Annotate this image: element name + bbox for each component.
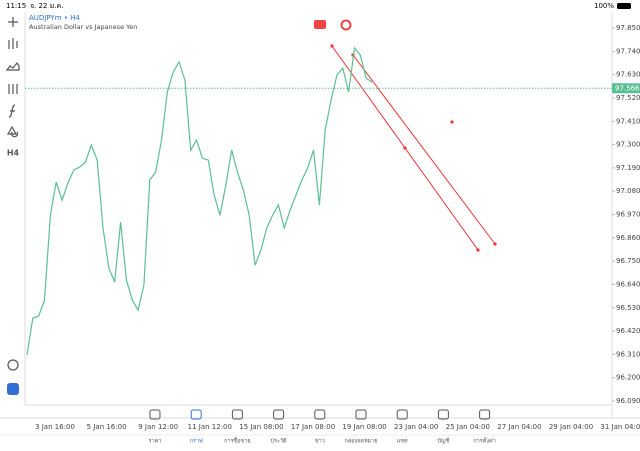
nav-icon[interactable] — [396, 409, 408, 420]
y-tick-label: 96.530 — [616, 304, 640, 312]
x-tick-label: 9 Jan 12:00 — [138, 423, 178, 431]
crosshair-tool[interactable] — [8, 17, 18, 27]
symbol-description: Australian Dollar vs Japanese Yen — [29, 23, 137, 31]
trend-point — [330, 44, 334, 48]
nav-icon[interactable] — [190, 409, 202, 420]
y-tick-label: 97.740 — [616, 47, 640, 55]
y-tick-label: 96.420 — [616, 327, 640, 335]
x-tick-label: 27 Jan 04:00 — [497, 423, 541, 431]
trend-point — [450, 120, 454, 124]
current-price-label: 97.566 — [615, 84, 640, 92]
y-tick-label: 96.640 — [616, 280, 640, 288]
x-tick-label: 29 Jan 04:00 — [549, 423, 593, 431]
trend-point — [476, 248, 480, 252]
y-tick-label: 96.090 — [616, 397, 640, 405]
y-tick-label: 97.190 — [616, 164, 640, 172]
y-tick-label: 97.520 — [616, 94, 640, 102]
objects-tool[interactable] — [8, 84, 18, 94]
x-tick-label: 15 Jan 08:00 — [239, 423, 283, 431]
y-tick-label: 96.860 — [616, 234, 640, 242]
x-tick-label: 11 Jan 12:00 — [188, 423, 232, 431]
nav-icon[interactable] — [437, 409, 449, 420]
y-tick-label: 96.750 — [616, 257, 640, 265]
y-tick-label: 96.200 — [616, 374, 640, 382]
nav-icon[interactable] — [355, 409, 367, 420]
x-tick-label: 31 Jan 04:00 — [600, 423, 640, 431]
trend-line — [352, 54, 496, 245]
current-price-box — [612, 83, 640, 94]
x-tick-label: 23 Jan 04:00 — [394, 423, 438, 431]
nav-label[interactable]: ราคา — [149, 439, 162, 445]
indicators-tool[interactable] — [5, 61, 20, 71]
indicator-toggle[interactable] — [340, 19, 352, 31]
app-icon[interactable] — [7, 383, 19, 395]
nav-label[interactable]: กล่องจดหมาย — [344, 439, 377, 445]
y-tick-label: 97.410 — [616, 117, 640, 125]
x-tick-label: 17 Jan 08:00 — [291, 423, 335, 431]
status-battery: 100% — [594, 2, 614, 10]
y-tick-label: 97.300 — [616, 141, 640, 149]
x-tick-label: 19 Jan 08:00 — [342, 423, 386, 431]
nav-icon[interactable] — [479, 409, 491, 420]
nav-icon[interactable] — [231, 409, 243, 420]
nav-label[interactable]: ประวัติ — [271, 438, 287, 445]
trend-point — [493, 242, 497, 246]
y-tick-label: 97.080 — [616, 187, 640, 195]
status-time: 11:15 — [6, 2, 26, 10]
nav-icon[interactable] — [273, 409, 285, 420]
trend-lines — [331, 45, 496, 251]
zoom-tool[interactable] — [7, 359, 19, 371]
symbol: AUDJPYm • H4 — [29, 14, 80, 22]
nav-icon[interactable] — [149, 409, 161, 420]
shapes-tool[interactable] — [6, 125, 19, 138]
nav-icon[interactable] — [314, 409, 326, 420]
trend-point — [403, 146, 407, 150]
timeframe[interactable]: H4 — [7, 149, 20, 158]
nav-label[interactable]: การตั้งค่า — [473, 437, 495, 445]
nav-label[interactable]: แชท — [397, 438, 408, 445]
function-tool[interactable] — [8, 104, 16, 118]
nav-label[interactable]: บัญชี — [437, 438, 449, 445]
chart-type-tool[interactable] — [8, 38, 18, 49]
x-tick-label: 25 Jan 04:00 — [446, 423, 490, 431]
nav-label[interactable]: กราฟ — [190, 438, 203, 445]
price-line — [26, 46, 373, 356]
y-tick-label: 96.310 — [616, 350, 640, 358]
status-date: จ. 22 ม.ค. — [30, 2, 63, 10]
x-tick-label: 5 Jan 16:00 — [87, 423, 127, 431]
y-tick-label: 96.970 — [616, 211, 640, 219]
battery-icon — [617, 3, 631, 9]
y-tick-label: 97.630 — [616, 71, 640, 79]
nav-label[interactable]: การซื้อขาย — [224, 437, 250, 445]
nav-label[interactable]: ข่าว — [315, 439, 325, 445]
x-tick-label: 3 Jan 16:00 — [35, 423, 75, 431]
y-tick-label: 97.850 — [616, 24, 640, 32]
one-click-trading[interactable] — [314, 20, 326, 29]
